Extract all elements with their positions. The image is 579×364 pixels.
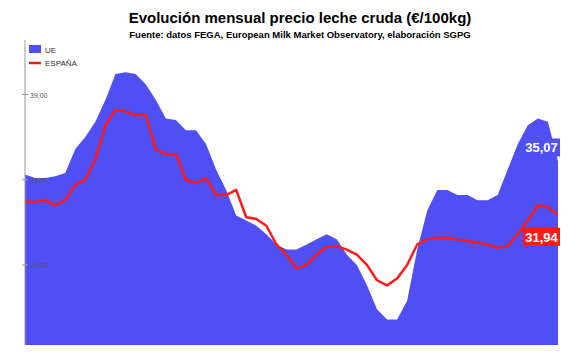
tick-label: 34,00	[30, 177, 48, 184]
area	[25, 72, 558, 345]
legend: UE ESPAÑA	[29, 45, 78, 68]
title: Evolución mensual precio leche cruda (€/…	[129, 9, 472, 26]
legend-label: UE	[45, 46, 56, 55]
data-label: 35,07	[525, 140, 558, 155]
legend-swatch	[29, 62, 41, 65]
legend-swatch	[29, 45, 41, 53]
plot	[25, 72, 558, 345]
y-axis	[25, 40, 26, 345]
label-box	[523, 228, 560, 246]
tick	[22, 179, 28, 180]
tick-label: 29,00	[30, 262, 48, 269]
tick	[22, 94, 28, 95]
line	[25, 110, 558, 286]
chart: Evolución mensual precio leche cruda (€/…	[0, 0, 579, 364]
tick-label: 39,00	[30, 92, 48, 99]
data-label: 31,94	[525, 230, 558, 245]
legend-label: ESPAÑA	[45, 59, 78, 68]
tick	[22, 264, 28, 265]
subtitle: Fuente: datos FEGA, European Milk Market…	[129, 29, 470, 40]
label-box	[523, 138, 560, 156]
